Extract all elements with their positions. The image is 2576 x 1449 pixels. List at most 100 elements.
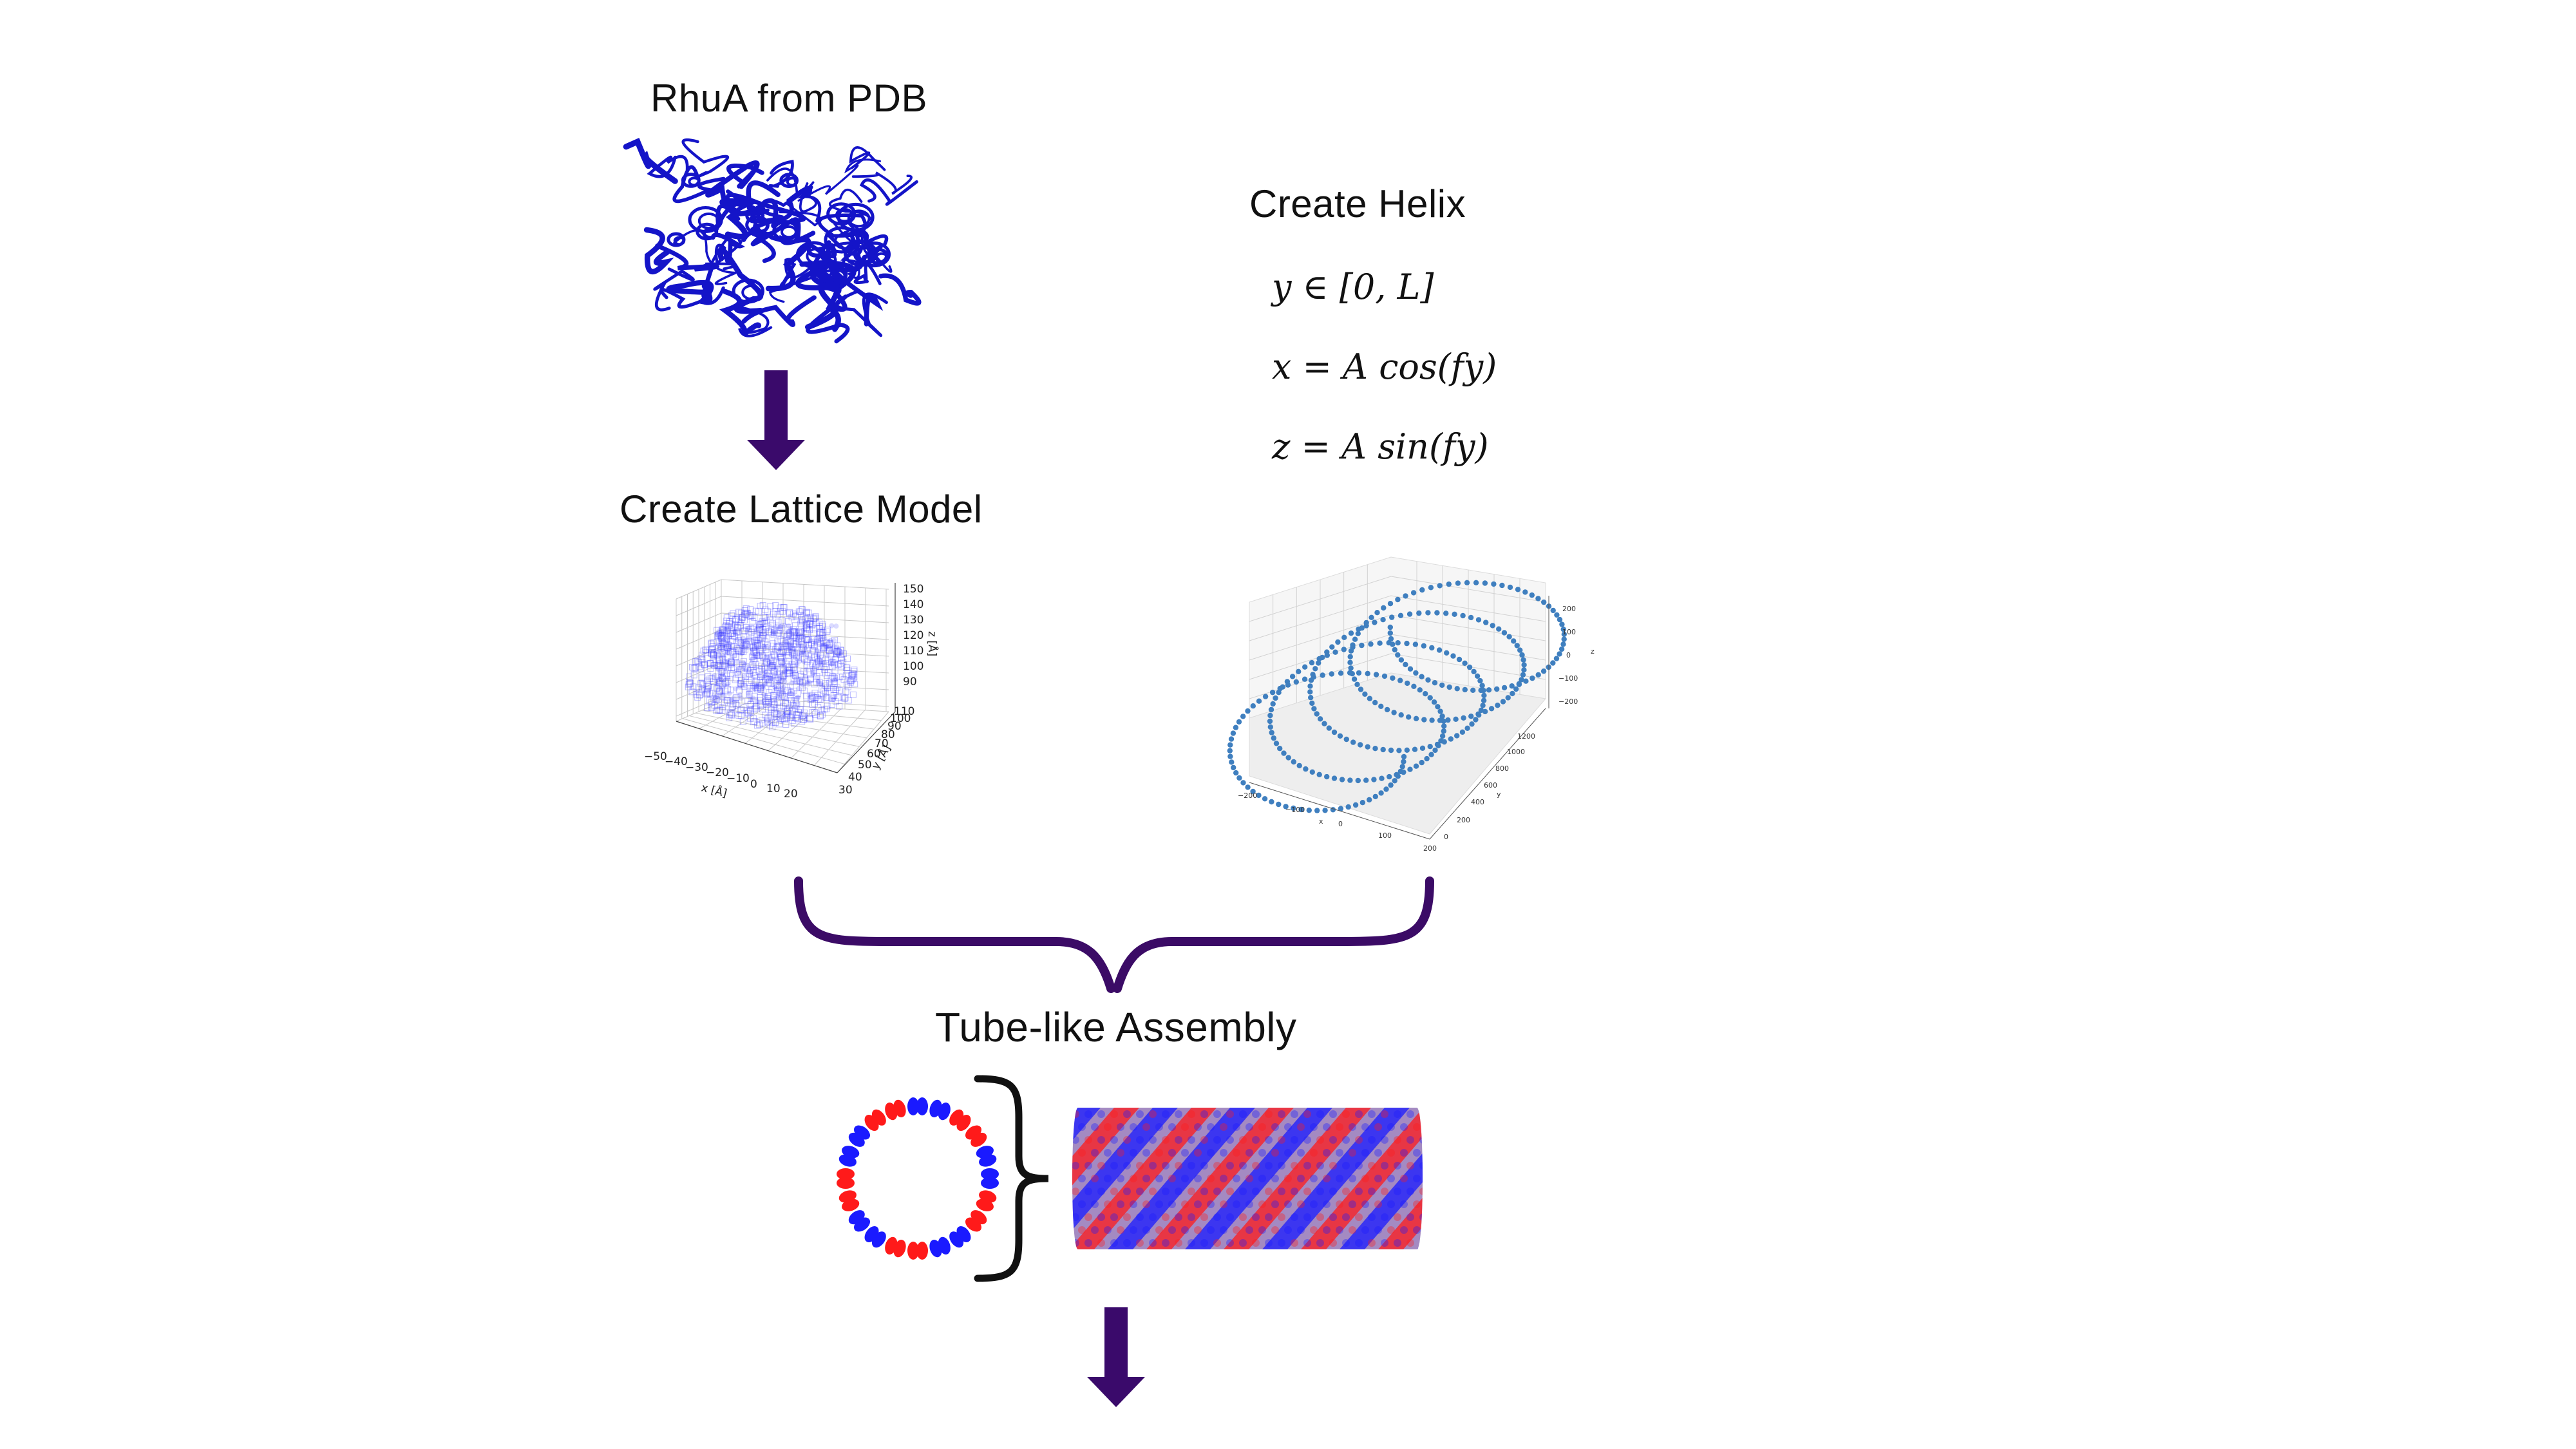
lattice-point — [725, 647, 732, 654]
tube-helical-band — [1533, 1108, 1680, 1249]
lattice-point — [765, 679, 772, 687]
lattice-point — [829, 623, 835, 629]
lattice-point — [811, 615, 818, 622]
lattice-point — [797, 632, 804, 638]
tube-subunit — [1104, 1123, 1112, 1131]
helix-point — [1267, 718, 1273, 724]
lattice-point — [795, 629, 802, 636]
lattice-point — [738, 649, 745, 655]
tube-subunit — [1245, 1200, 1253, 1208]
helix-y-tick: 1000 — [1507, 748, 1525, 756]
lattice-point — [743, 638, 748, 644]
lattice-point — [774, 687, 781, 694]
helix-x-tick: −100 — [1285, 806, 1305, 814]
helix-point — [1431, 699, 1437, 705]
lattice-point — [779, 690, 786, 697]
lattice-point — [717, 660, 724, 667]
lattice-point — [819, 658, 824, 664]
lattice-point — [749, 657, 755, 663]
lattice-point — [757, 648, 764, 655]
lattice-point — [851, 681, 858, 688]
lattice-point — [771, 652, 778, 659]
tube-subunit — [1381, 1239, 1388, 1247]
lattice-point — [795, 635, 802, 641]
lattice-point — [770, 662, 777, 668]
lattice-point — [801, 687, 808, 694]
helix-point — [1302, 676, 1308, 682]
ring-subunit — [976, 1146, 997, 1167]
protein-helix-coil — [833, 232, 856, 250]
tube-subunit — [1200, 1188, 1208, 1195]
lattice-point — [781, 693, 788, 700]
lattice-point — [770, 696, 777, 703]
tube-subunit — [1110, 1213, 1118, 1221]
tube-subunit — [1394, 1213, 1401, 1221]
lattice-point — [743, 641, 750, 648]
helix-point — [1296, 668, 1302, 674]
lattice-point — [703, 647, 709, 654]
lattice-point — [782, 699, 789, 706]
lattice-point — [833, 649, 840, 656]
lattice-point — [784, 631, 791, 638]
lattice-point — [734, 650, 740, 656]
lattice-point — [701, 661, 708, 668]
lattice-point — [726, 620, 733, 627]
lattice-point — [732, 629, 738, 634]
tube-subunit — [1226, 1162, 1234, 1170]
lattice-point — [810, 630, 817, 637]
tube-subunit — [1097, 1239, 1105, 1247]
lattice-point — [793, 712, 800, 719]
lattice-point — [843, 665, 850, 671]
helix-point — [1293, 679, 1299, 685]
lattice-point — [761, 666, 768, 673]
lattice-point — [757, 620, 764, 627]
lattice-point — [762, 606, 769, 613]
lattice-point — [696, 692, 703, 699]
tube-subunit — [1342, 1136, 1350, 1144]
tube-subunit — [1091, 1226, 1099, 1234]
tube-subunit — [1265, 1162, 1273, 1170]
helix-point — [1233, 770, 1239, 776]
lattice-point — [788, 697, 795, 703]
lattice-point — [741, 642, 748, 649]
lattice-point — [791, 667, 798, 674]
subunit-lobe — [842, 1146, 860, 1159]
helix-point — [1350, 739, 1356, 745]
helix-point — [1306, 808, 1312, 813]
lattice-point — [810, 616, 817, 623]
lattice-point — [789, 661, 795, 668]
lattice-point — [760, 683, 766, 689]
tube-subunit — [1387, 1123, 1395, 1131]
lattice-point — [790, 628, 797, 635]
lattice-point — [736, 670, 742, 676]
lattice-point — [726, 714, 733, 721]
tube-subunit — [1387, 1175, 1395, 1182]
lattice-point — [754, 685, 761, 692]
lattice-point — [753, 684, 761, 690]
lattice-point — [733, 629, 740, 636]
down-arrow-2 — [1087, 1307, 1145, 1407]
lattice-point — [793, 629, 800, 636]
lattice-point — [778, 624, 784, 630]
lattice-point — [729, 697, 735, 703]
lattice-point — [733, 646, 739, 652]
lattice-point — [765, 693, 772, 700]
tube-subunit — [1245, 1175, 1253, 1182]
lattice-point — [744, 610, 751, 617]
helix-point — [1397, 612, 1404, 618]
tube-subunit — [1323, 1175, 1331, 1182]
lattice-point — [812, 663, 819, 670]
lattice-point — [759, 665, 766, 672]
lattice-point — [733, 674, 739, 681]
helix-point — [1270, 701, 1276, 707]
helix-point — [1269, 799, 1274, 805]
tube-subunit — [1426, 1200, 1434, 1208]
lattice-point — [828, 649, 834, 654]
lattice-point — [793, 649, 800, 656]
lattice-point — [817, 623, 824, 630]
tube-subunit — [1233, 1175, 1240, 1182]
lattice-point — [786, 643, 793, 650]
tube-subunit — [1117, 1200, 1124, 1208]
tube-subunit — [1368, 1162, 1376, 1170]
lattice-point — [770, 650, 777, 658]
